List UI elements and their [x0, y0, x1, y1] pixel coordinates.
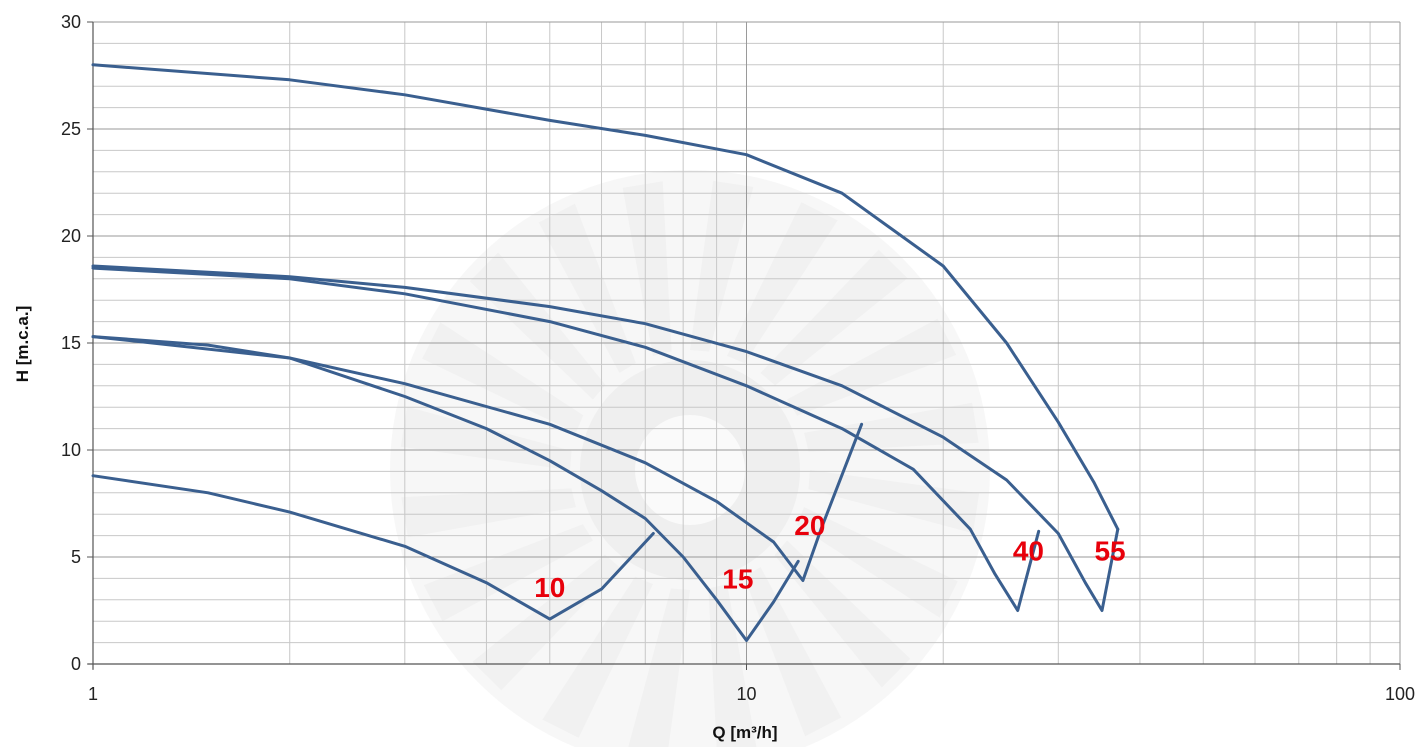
impeller-blade [796, 507, 958, 618]
curve-label-15: 15 [722, 563, 753, 594]
impeller-blade [690, 180, 754, 352]
impeller-blade [808, 470, 980, 534]
impeller-blade [401, 488, 576, 538]
curve-labels: 10 15 20 40 55 [534, 510, 1125, 603]
major-gridlines [93, 21, 1401, 664]
impeller-blade [727, 202, 838, 364]
pump-curves [91, 63, 1120, 642]
curve-55-max [91, 63, 1120, 531]
impeller-blade [472, 554, 620, 691]
impeller-blade [469, 252, 606, 400]
impeller-blade [774, 540, 911, 688]
x-tick-label: 10 [736, 684, 756, 704]
impeller-blade [760, 249, 908, 386]
curve-label-10: 10 [534, 572, 565, 603]
y-tick-label: 25 [61, 119, 81, 139]
x-axis-title: Q [m³/h] [712, 723, 777, 742]
curve-20 [91, 335, 864, 582]
x-tick-labels: 1 10 100 [88, 684, 1415, 704]
curve-label-20: 20 [794, 510, 825, 541]
impeller-blade [708, 584, 757, 747]
impeller-blade [538, 203, 636, 373]
y-tick-label: 10 [61, 440, 81, 460]
y-tick-label: 20 [61, 226, 81, 246]
impeller-blade [622, 181, 672, 356]
axes [87, 21, 1401, 670]
curve-label-40: 40 [1013, 536, 1044, 567]
curve-55 [91, 264, 1120, 612]
impeller-blade [423, 524, 593, 622]
y-axis-title: H [m.c.a.] [13, 306, 32, 383]
impeller-blade [422, 322, 584, 433]
y-tick-labels: 0 5 10 15 20 25 30 [61, 12, 81, 674]
impeller-blade [628, 588, 690, 747]
curve-label-55: 55 [1094, 536, 1125, 567]
curve-40 [91, 266, 1041, 612]
y-tick-label: 15 [61, 333, 81, 353]
curve-10 [91, 474, 655, 621]
x-tick-label: 100 [1385, 684, 1415, 704]
y-tick-label: 30 [61, 12, 81, 32]
y-tick-label: 5 [71, 547, 81, 567]
impeller-watermark [390, 170, 990, 747]
y-tick-label: 0 [71, 654, 81, 674]
impeller-blade [804, 402, 979, 452]
x-tick-label: 1 [88, 684, 98, 704]
impeller-blade [542, 576, 653, 738]
